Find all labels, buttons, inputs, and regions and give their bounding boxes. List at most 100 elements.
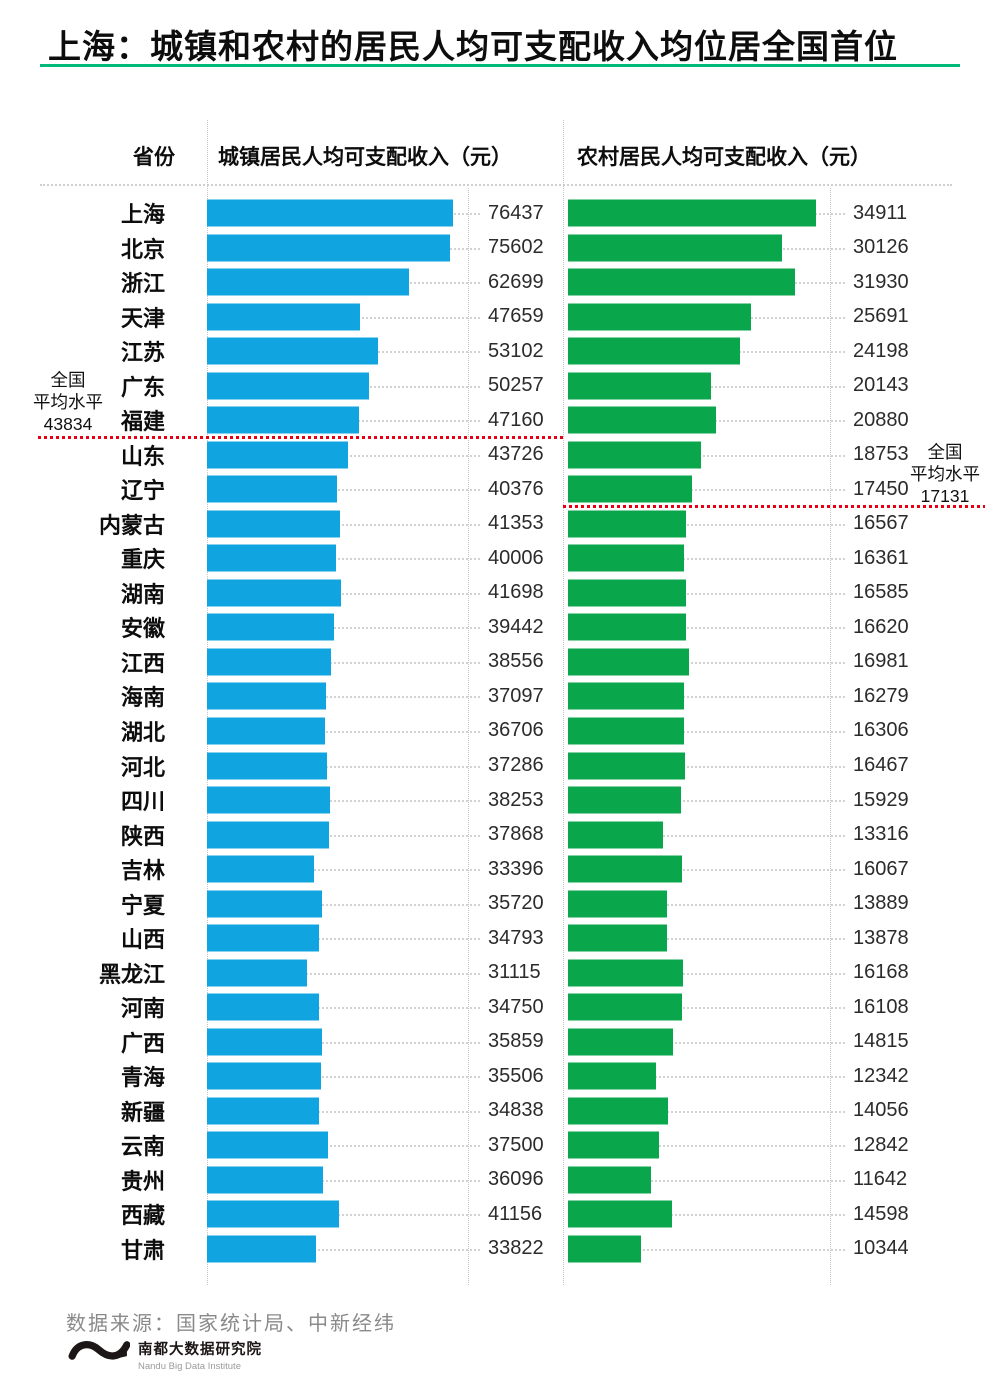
table-row: 海南 37097 16279 — [40, 679, 985, 714]
urban-income-bar — [207, 337, 378, 365]
rural-income-bar — [568, 268, 795, 296]
rural-income-bar — [568, 717, 684, 745]
urban-bar-track — [207, 783, 480, 818]
rural-income-bar — [568, 752, 685, 779]
rural-income-value: 24198 — [853, 339, 909, 362]
leader-dotted-line — [207, 972, 480, 975]
urban-income-bar — [207, 786, 331, 814]
urban-income-bar — [207, 406, 359, 434]
table-row: 安徽 39442 16620 — [40, 610, 985, 645]
table-row: 四川 38253 15929 — [40, 783, 985, 818]
urban-income-value: 76437 — [488, 201, 544, 224]
rural-income-bar — [568, 959, 683, 987]
urban-income-bar — [207, 510, 341, 538]
urban-income-value: 40376 — [488, 477, 544, 500]
urban-bar-track — [207, 196, 480, 231]
leader-dotted-line — [207, 489, 480, 492]
urban-income-bar — [207, 544, 336, 572]
rural-income-value: 34911 — [853, 201, 908, 224]
leader-dotted-line — [207, 661, 480, 664]
rural-bar-track — [563, 507, 845, 542]
urban-income-value: 37500 — [488, 1133, 544, 1156]
urban-bar-track — [207, 679, 480, 714]
rural-bar-track — [563, 886, 845, 921]
province-label: 山东 — [120, 443, 165, 469]
leader-dotted-line — [568, 800, 845, 803]
rural-income-value: 13878 — [853, 926, 909, 949]
table-rows: 上海 76437 34911 北京 75602 30126 浙江 62699 31930 天津 47… — [38, 196, 985, 1266]
urban-income-bar — [207, 1166, 324, 1194]
urban-income-value: 62699 — [488, 270, 544, 293]
rural-income-bar — [568, 855, 683, 883]
leader-dotted-line — [207, 834, 480, 837]
leader-dotted-line — [568, 834, 845, 837]
rural-income-bar — [568, 372, 712, 400]
rural-bar-track — [563, 576, 845, 611]
leader-dotted-line — [568, 730, 845, 733]
urban-avg-note-line1: 全国 — [50, 370, 86, 390]
urban-bar-track — [207, 1128, 480, 1163]
urban-income-value: 37286 — [488, 754, 544, 776]
leader-dotted-line — [568, 1248, 845, 1251]
urban-income-value: 38556 — [488, 650, 544, 673]
rural-bar-track — [563, 990, 845, 1025]
rural-income-bar — [568, 234, 782, 262]
urban-bar-track — [207, 231, 480, 266]
rural-bar-track — [563, 1162, 845, 1197]
province-label: 辽宁 — [120, 478, 165, 504]
leader-dotted-line — [568, 523, 845, 526]
province-label: 西藏 — [120, 1203, 165, 1229]
table-row: 湖南 41698 16585 — [40, 576, 985, 611]
province-label: 河北 — [120, 754, 165, 780]
province-label: 江西 — [120, 650, 165, 676]
urban-bar-track — [207, 748, 480, 783]
rural-income-bar — [568, 1028, 674, 1056]
urban-income-value: 34793 — [488, 926, 544, 949]
province-label: 福建 — [120, 409, 165, 435]
leader-dotted-line — [207, 592, 480, 595]
urban-income-bar — [207, 441, 348, 469]
rural-income-value: 14056 — [853, 1099, 909, 1122]
rural-income-value: 31930 — [853, 270, 909, 293]
leader-dotted-line — [568, 558, 845, 561]
leader-dotted-line — [207, 730, 480, 733]
rural-income-value: 16067 — [853, 857, 909, 880]
urban-national-average-line — [38, 435, 565, 439]
rural-income-bar — [568, 441, 702, 469]
rural-income-bar — [568, 648, 689, 676]
table-row: 青海 35506 12342 — [40, 1059, 985, 1094]
rural-income-value: 15929 — [853, 788, 909, 811]
rural-bar-track — [563, 369, 845, 404]
rural-bar-track — [563, 921, 845, 956]
leader-dotted-line — [207, 1145, 480, 1148]
rural-income-bar — [568, 199, 816, 227]
column-header-province: 省份 — [133, 146, 175, 169]
rural-bar-track — [563, 196, 845, 231]
leader-dotted-line — [568, 592, 845, 595]
rural-bar-track — [563, 852, 845, 887]
leader-dotted-line — [568, 903, 845, 906]
leader-dotted-line — [568, 1007, 845, 1010]
urban-income-value: 43726 — [488, 443, 544, 466]
urban-income-value: 41353 — [488, 512, 544, 535]
leader-dotted-line — [207, 558, 480, 561]
rural-income-value: 20880 — [853, 408, 909, 431]
urban-avg-note-value: 43834 — [43, 414, 93, 434]
leader-dotted-line — [207, 627, 480, 630]
header-divider-line — [40, 184, 952, 186]
table-row: 辽宁 40376 17450 — [40, 472, 985, 507]
rural-income-bar — [568, 303, 751, 331]
rural-bar-track — [563, 1197, 845, 1232]
column-header-rural-income: 农村居民人均可支配收入（元） — [577, 146, 871, 169]
table-row: 陕西 37868 13316 — [40, 817, 985, 852]
table-row: 天津 47659 25691 — [40, 300, 985, 335]
province-label: 黑龙江 — [98, 961, 165, 987]
urban-national-average-note: 全国 平均水平 43834 — [14, 369, 122, 435]
rural-avg-note-line1: 全国 — [927, 442, 963, 462]
leader-dotted-line — [207, 1179, 480, 1182]
urban-bar-track — [207, 1162, 480, 1197]
rural-bar-track — [563, 231, 845, 266]
province-label: 湖南 — [120, 581, 165, 607]
urban-income-value: 35720 — [488, 892, 544, 915]
urban-income-value: 37868 — [488, 823, 544, 846]
